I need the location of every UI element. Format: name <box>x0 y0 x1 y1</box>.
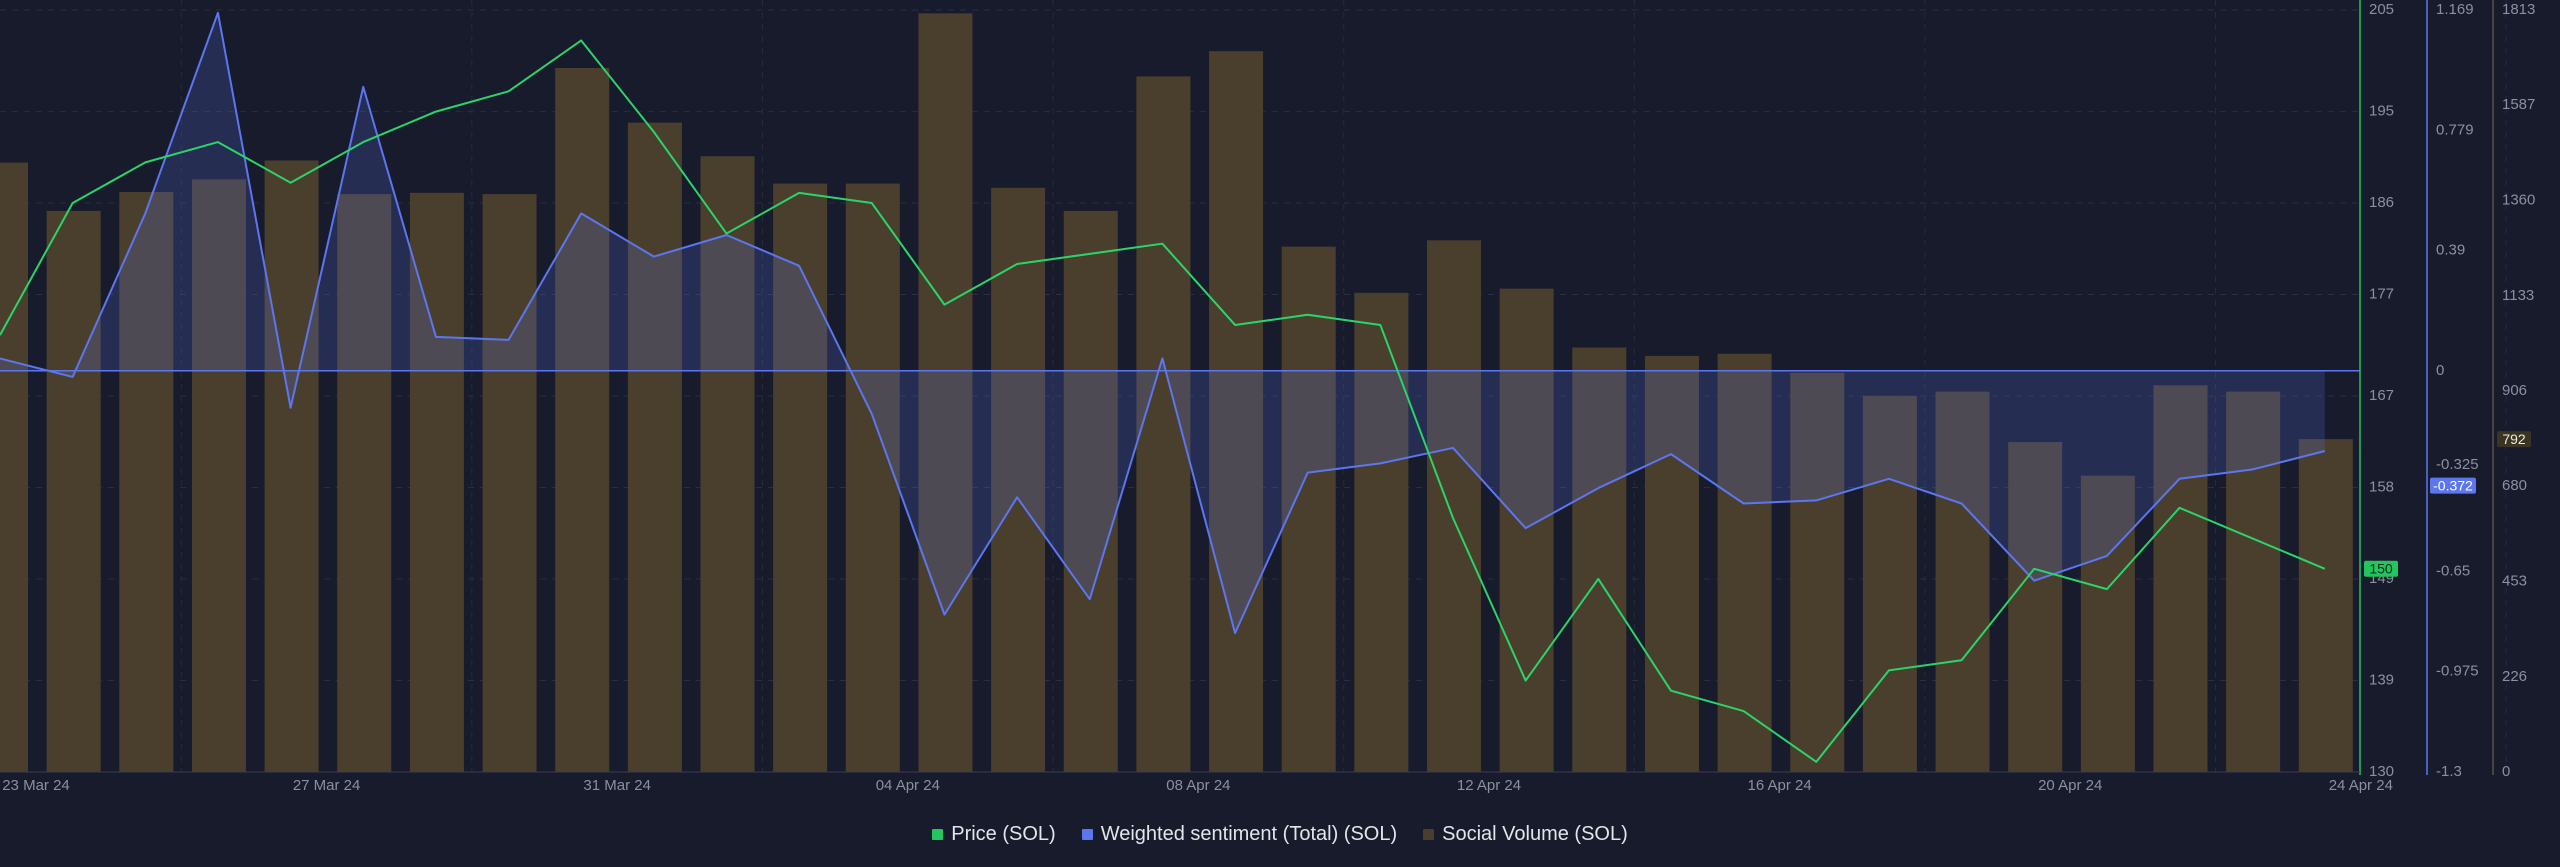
x-tick-label: 12 Apr 24 <box>1457 777 1521 794</box>
social-tick-label: 1360 <box>2502 191 2535 208</box>
social-volume-bar[interactable] <box>337 194 392 772</box>
legend-label-sentiment: Weighted sentiment (Total) (SOL) <box>1100 822 1398 845</box>
social-volume-bar[interactable] <box>918 13 973 773</box>
social-badge-text: 792 <box>2502 431 2526 447</box>
social-tick-label: 226 <box>2502 668 2527 685</box>
social-tick-label: 906 <box>2502 382 2527 399</box>
social-volume-bar[interactable] <box>46 210 101 773</box>
social-volume-bar[interactable] <box>991 187 1046 772</box>
social-volume-bar[interactable] <box>2298 439 2353 772</box>
sentiment-tick-label: 0.39 <box>2436 241 2465 258</box>
price-line[interactable] <box>0 39 2326 763</box>
social-volume-bar[interactable] <box>2008 442 2063 772</box>
x-tick-label: 04 Apr 24 <box>876 777 940 794</box>
social-volume-bar[interactable] <box>1935 391 1990 772</box>
x-tick-label: 20 Apr 24 <box>2038 777 2102 794</box>
social-volume-bar[interactable] <box>409 192 464 772</box>
social-volume-bar[interactable] <box>0 162 28 772</box>
legend-label-price: Price (SOL) <box>951 822 1056 845</box>
social-volume-bar[interactable] <box>1572 347 1627 772</box>
sentiment-tick-label: -0.325 <box>2436 456 2479 473</box>
x-tick-label: 16 Apr 24 <box>1747 777 1811 794</box>
social-volume-bar[interactable] <box>1209 51 1264 772</box>
x-tick-label: 31 Mar 24 <box>583 777 651 794</box>
social-swatch <box>1423 828 1435 840</box>
price-badge <box>2364 560 2398 577</box>
price-badge-text: 150 <box>2369 561 2393 577</box>
axes <box>0 0 2494 775</box>
sentiment-tick-label: -1.3 <box>2436 763 2462 780</box>
social-volume-bar[interactable] <box>1354 292 1409 772</box>
social-volume-bar[interactable] <box>627 122 682 772</box>
sentiment-badge-text: -0.372 <box>2433 477 2473 493</box>
social-tick-label: 0 <box>2502 763 2510 780</box>
price-swatch <box>932 828 944 840</box>
social-volume-bar[interactable] <box>482 194 537 772</box>
sentiment-line[interactable] <box>0 11 2326 635</box>
social-badge <box>2497 431 2531 448</box>
legend-item-social[interactable]: Social Volume (SOL) <box>1423 823 1628 846</box>
sentiment-area-fill <box>0 12 2325 634</box>
x-tick-label: 23 Mar 24 <box>2 777 70 794</box>
sentiment-area <box>0 12 2360 634</box>
social-volume-bar[interactable] <box>1862 395 1917 772</box>
legend-item-sentiment[interactable]: Weighted sentiment (Total) (SOL) <box>1081 822 1398 846</box>
social-tick-label: 453 <box>2502 573 2527 590</box>
x-tick-label: 27 Mar 24 <box>293 777 361 794</box>
social-volume-bar[interactable] <box>700 156 755 772</box>
price-tick-label: 167 <box>2369 387 2394 404</box>
social-volume-bar[interactable] <box>264 160 319 773</box>
legend-item-price[interactable]: Price (SOL) <box>932 822 1056 846</box>
social-volume-bar[interactable] <box>119 191 174 773</box>
sentiment-swatch <box>1081 828 1093 840</box>
series-lines <box>0 11 2326 763</box>
sentiment-tick-label: 1.169 <box>2436 1 2474 18</box>
social-volume-bar[interactable] <box>2080 475 2135 772</box>
price-tick-label: 195 <box>2369 103 2394 120</box>
social-volume-bar[interactable] <box>1499 288 1554 772</box>
social-volume-bar[interactable] <box>1063 210 1118 773</box>
sentiment-tick-label: 0 <box>2436 362 2444 379</box>
social-volume-bar[interactable] <box>845 183 900 772</box>
price-tick-label: 205 <box>2369 1 2394 18</box>
social-tick-label: 680 <box>2502 477 2527 494</box>
social-volume-bars <box>0 13 2353 773</box>
social-volume-bar[interactable] <box>773 183 828 772</box>
price-tick-label: 186 <box>2369 194 2394 211</box>
social-volume-bar[interactable] <box>555 68 610 773</box>
social-volume-bar[interactable] <box>1790 372 1845 772</box>
price-tick-label: 177 <box>2369 285 2394 302</box>
legend: Price (SOL) Weighted sentiment (Total) (… <box>0 818 2560 850</box>
social-volume-bar[interactable] <box>1644 355 1699 772</box>
x-tick-label: 24 Apr 24 <box>2329 777 2393 794</box>
sentiment-badge <box>2430 477 2476 494</box>
price-tick-label: 158 <box>2369 478 2394 495</box>
social-volume-bar[interactable] <box>1136 76 1191 773</box>
price-tick-label: 139 <box>2369 672 2394 689</box>
sentiment-tick-label: 0.779 <box>2436 121 2474 138</box>
social-volume-bar[interactable] <box>1427 240 1481 772</box>
social-volume-bar[interactable] <box>2226 391 2281 772</box>
social-volume-bar[interactable] <box>191 179 246 773</box>
social-tick-label: 1133 <box>2502 287 2534 304</box>
sentiment-tick-label: -0.975 <box>2436 663 2479 680</box>
social-tick-label: 1587 <box>2502 96 2535 113</box>
chart: 2051951861771671581491391301.1690.7790.3… <box>0 0 2535 794</box>
sentiment-tick-label: -0.65 <box>2436 562 2470 579</box>
value-badges: 150 -0.372 792 <box>2364 431 2531 577</box>
social-volume-bar[interactable] <box>2153 385 2208 772</box>
social-tick-label: 1813 <box>2502 1 2535 18</box>
social-volume-bar[interactable] <box>1717 353 1772 772</box>
price-tick-label: 130 <box>2369 763 2394 780</box>
legend-label-social: Social Volume (SOL) <box>1442 822 1628 845</box>
x-tick-label: 08 Apr 24 <box>1166 777 1230 794</box>
